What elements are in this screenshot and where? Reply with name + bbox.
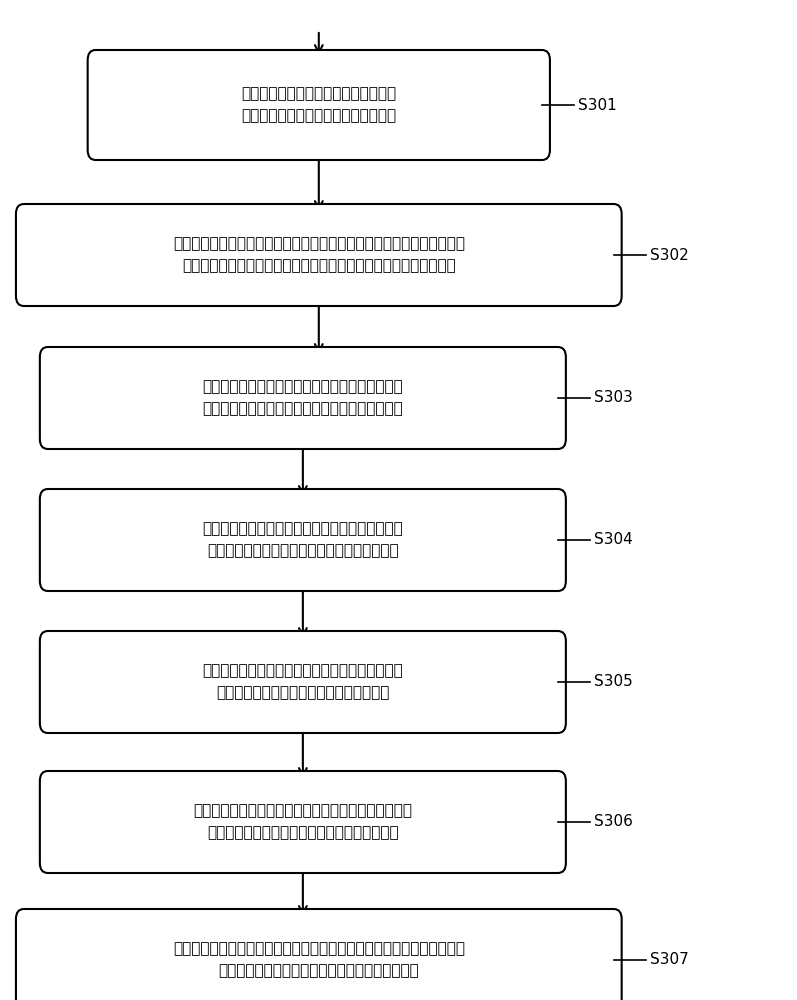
Text: S307: S307 <box>650 952 689 968</box>
Text: 相应的数据输入队列将外部数据的非首部数据循环输出
于乘法累加器单元队列的相应的乘法累加器单元: 相应的数据输入队列将外部数据的非首部数据循环输出 于乘法累加器单元队列的相应的乘… <box>194 803 412 841</box>
Text: 其中，外部数据的首部数据分配于首部数据预处理
缓冲区，其非首部数据分配于相应的数据输入队列: 其中，外部数据的首部数据分配于首部数据预处理 缓冲区，其非首部数据分配于相应的数… <box>202 379 403 417</box>
FancyBboxPatch shape <box>16 909 622 1000</box>
Text: S303: S303 <box>594 390 633 406</box>
FancyBboxPatch shape <box>40 771 566 873</box>
FancyBboxPatch shape <box>88 50 550 160</box>
FancyBboxPatch shape <box>40 489 566 591</box>
FancyBboxPatch shape <box>40 347 566 449</box>
Text: 乘法累加器单元队列的相应的乘法累加器进行相应的乘法累加运算并将相
应的乘法累加运算的结果分别输出于输出数据存储: 乘法累加器单元队列的相应的乘法累加器进行相应的乘法累加运算并将相 应的乘法累加运… <box>173 941 465 979</box>
Text: S301: S301 <box>578 98 617 112</box>
FancyBboxPatch shape <box>16 204 622 306</box>
FancyBboxPatch shape <box>40 631 566 733</box>
Text: S306: S306 <box>594 814 633 830</box>
Text: 数据预处理缓冲区将外部数据的首部数据输出于乘
法累加器单元队列的相应的乘法累加器单元: 数据预处理缓冲区将外部数据的首部数据输出于乘 法累加器单元队列的相应的乘法累加器… <box>202 663 403 701</box>
Text: S302: S302 <box>650 247 689 262</box>
Text: 卷积核数据输入队列将每一个卷积核相应分配于一
列乘法累加器单元队列的相应的乘法累加器单元: 卷积核数据输入队列将每一个卷积核相应分配于一 列乘法累加器单元队列的相应的乘法累… <box>202 521 403 559</box>
Text: 将预先设计的卷积核矩阵和外部输入设
备连续产生的数据经外部存储读取引擎: 将预先设计的卷积核矩阵和外部输入设 备连续产生的数据经外部存储读取引擎 <box>241 86 396 124</box>
Text: S305: S305 <box>594 674 633 690</box>
Text: 将读取引擎读入的数据中的卷积核和外部数据通过数据分配分别分配于卷
积核数据输入队列和首部数据预处理缓冲区以及相应的数据输入队列: 将读取引擎读入的数据中的卷积核和外部数据通过数据分配分别分配于卷 积核数据输入队… <box>173 236 465 274</box>
Text: S304: S304 <box>594 532 633 548</box>
